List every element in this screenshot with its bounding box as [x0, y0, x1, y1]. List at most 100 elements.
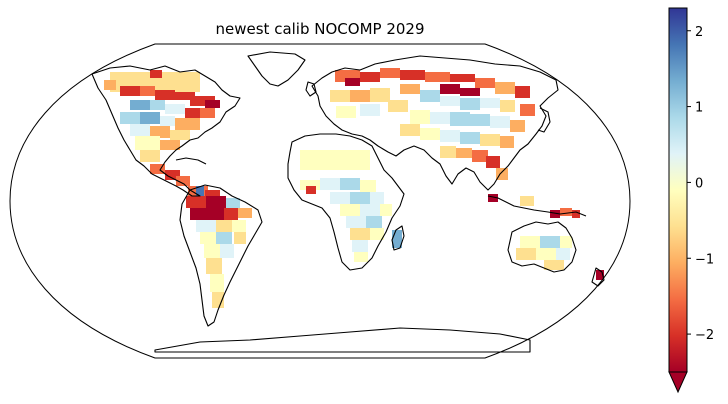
data-cell	[360, 204, 380, 216]
data-cell	[234, 232, 246, 244]
data-cell	[175, 92, 195, 100]
coastline-indonesia	[487, 195, 587, 217]
coastline-new-zealand	[591, 267, 605, 287]
coastline-europe-asia	[311, 55, 559, 191]
data-cell	[366, 216, 382, 228]
data-cell	[160, 140, 180, 150]
data-cell	[130, 124, 150, 136]
data-cell	[472, 150, 488, 162]
data-cell	[175, 118, 200, 130]
data-cell	[480, 98, 500, 108]
data-cell	[392, 230, 402, 248]
data-cell	[400, 124, 420, 136]
data-cell	[350, 228, 370, 240]
colorbar-tick-label: −2	[695, 328, 714, 343]
data-cell	[400, 84, 420, 94]
data-cell	[350, 192, 370, 204]
coastline-caribbean	[175, 157, 207, 165]
data-cell	[232, 220, 246, 232]
data-cell	[410, 110, 430, 124]
data-cell	[380, 68, 400, 78]
coastline-japan	[537, 107, 551, 133]
data-cell	[190, 96, 215, 106]
data-cell	[206, 196, 226, 208]
data-cell	[520, 196, 534, 206]
data-cell	[450, 112, 470, 126]
data-cell	[140, 112, 160, 124]
data-cell	[238, 208, 252, 218]
data-cell	[190, 208, 206, 220]
data-cell	[540, 236, 560, 248]
data-cell	[380, 204, 392, 216]
data-cell	[460, 88, 480, 96]
data-cell	[370, 192, 384, 204]
data-cell	[488, 194, 498, 202]
data-cell	[495, 82, 515, 94]
data-cell	[500, 100, 515, 112]
colorbar-ticks: 2 1 0 −1 −2	[687, 25, 714, 343]
data-cell	[345, 78, 360, 86]
data-cell	[456, 148, 472, 158]
data-cell	[352, 240, 368, 252]
data-cell	[360, 72, 380, 82]
colorbar-tick-label: 1	[695, 101, 703, 116]
data-cell	[165, 170, 180, 180]
data-cell	[200, 108, 215, 118]
data-cell	[496, 168, 508, 180]
data-cells-layer	[104, 68, 604, 308]
data-cell	[135, 136, 160, 150]
data-cell	[170, 130, 190, 140]
data-cell	[150, 164, 165, 174]
data-cell	[560, 236, 572, 248]
data-cell	[515, 86, 530, 98]
data-cell	[450, 74, 475, 82]
coastlines	[91, 51, 605, 353]
data-cell	[340, 150, 370, 170]
data-cell	[516, 248, 536, 260]
data-cell	[204, 244, 220, 258]
data-cell	[544, 260, 564, 270]
data-cell	[176, 176, 190, 186]
data-cell	[205, 190, 220, 200]
data-cell	[360, 180, 376, 192]
data-cell	[440, 96, 460, 106]
data-cell	[320, 178, 340, 190]
data-cell	[460, 98, 480, 110]
data-cell	[430, 112, 450, 124]
data-cell	[470, 114, 490, 126]
data-cell	[440, 146, 456, 158]
map-title: newest calib NOCOMP 2029	[215, 20, 425, 38]
data-cell	[420, 128, 440, 140]
data-cell	[306, 186, 316, 194]
data-cell	[596, 270, 604, 280]
data-cell	[560, 208, 572, 216]
data-cell	[475, 78, 495, 88]
data-cell	[370, 228, 384, 240]
data-cell	[480, 134, 500, 146]
colorbar-gradient	[668, 7, 688, 373]
coastline-greenland	[247, 51, 306, 87]
data-cell	[120, 112, 140, 124]
coastline-south-america	[179, 184, 263, 327]
data-cell	[550, 210, 560, 218]
data-cell	[572, 210, 580, 218]
coastline-africa	[287, 133, 405, 271]
data-cell	[104, 80, 116, 90]
data-cell	[360, 104, 380, 116]
data-cell	[388, 100, 408, 112]
data-cell	[340, 204, 360, 216]
data-cell	[425, 72, 450, 82]
data-cell	[210, 274, 224, 292]
data-cell	[150, 100, 165, 110]
data-cell	[140, 150, 160, 162]
data-cell	[400, 70, 425, 80]
colorbar-tick-label: 2	[695, 25, 703, 40]
colorbar-extend-arrow	[668, 371, 688, 394]
coastline-north-america	[91, 65, 241, 197]
data-cell	[370, 88, 390, 102]
data-cell	[216, 232, 232, 244]
data-cell	[186, 196, 206, 208]
data-cell	[216, 220, 232, 232]
colorbar-tick-label: −1	[695, 252, 714, 267]
